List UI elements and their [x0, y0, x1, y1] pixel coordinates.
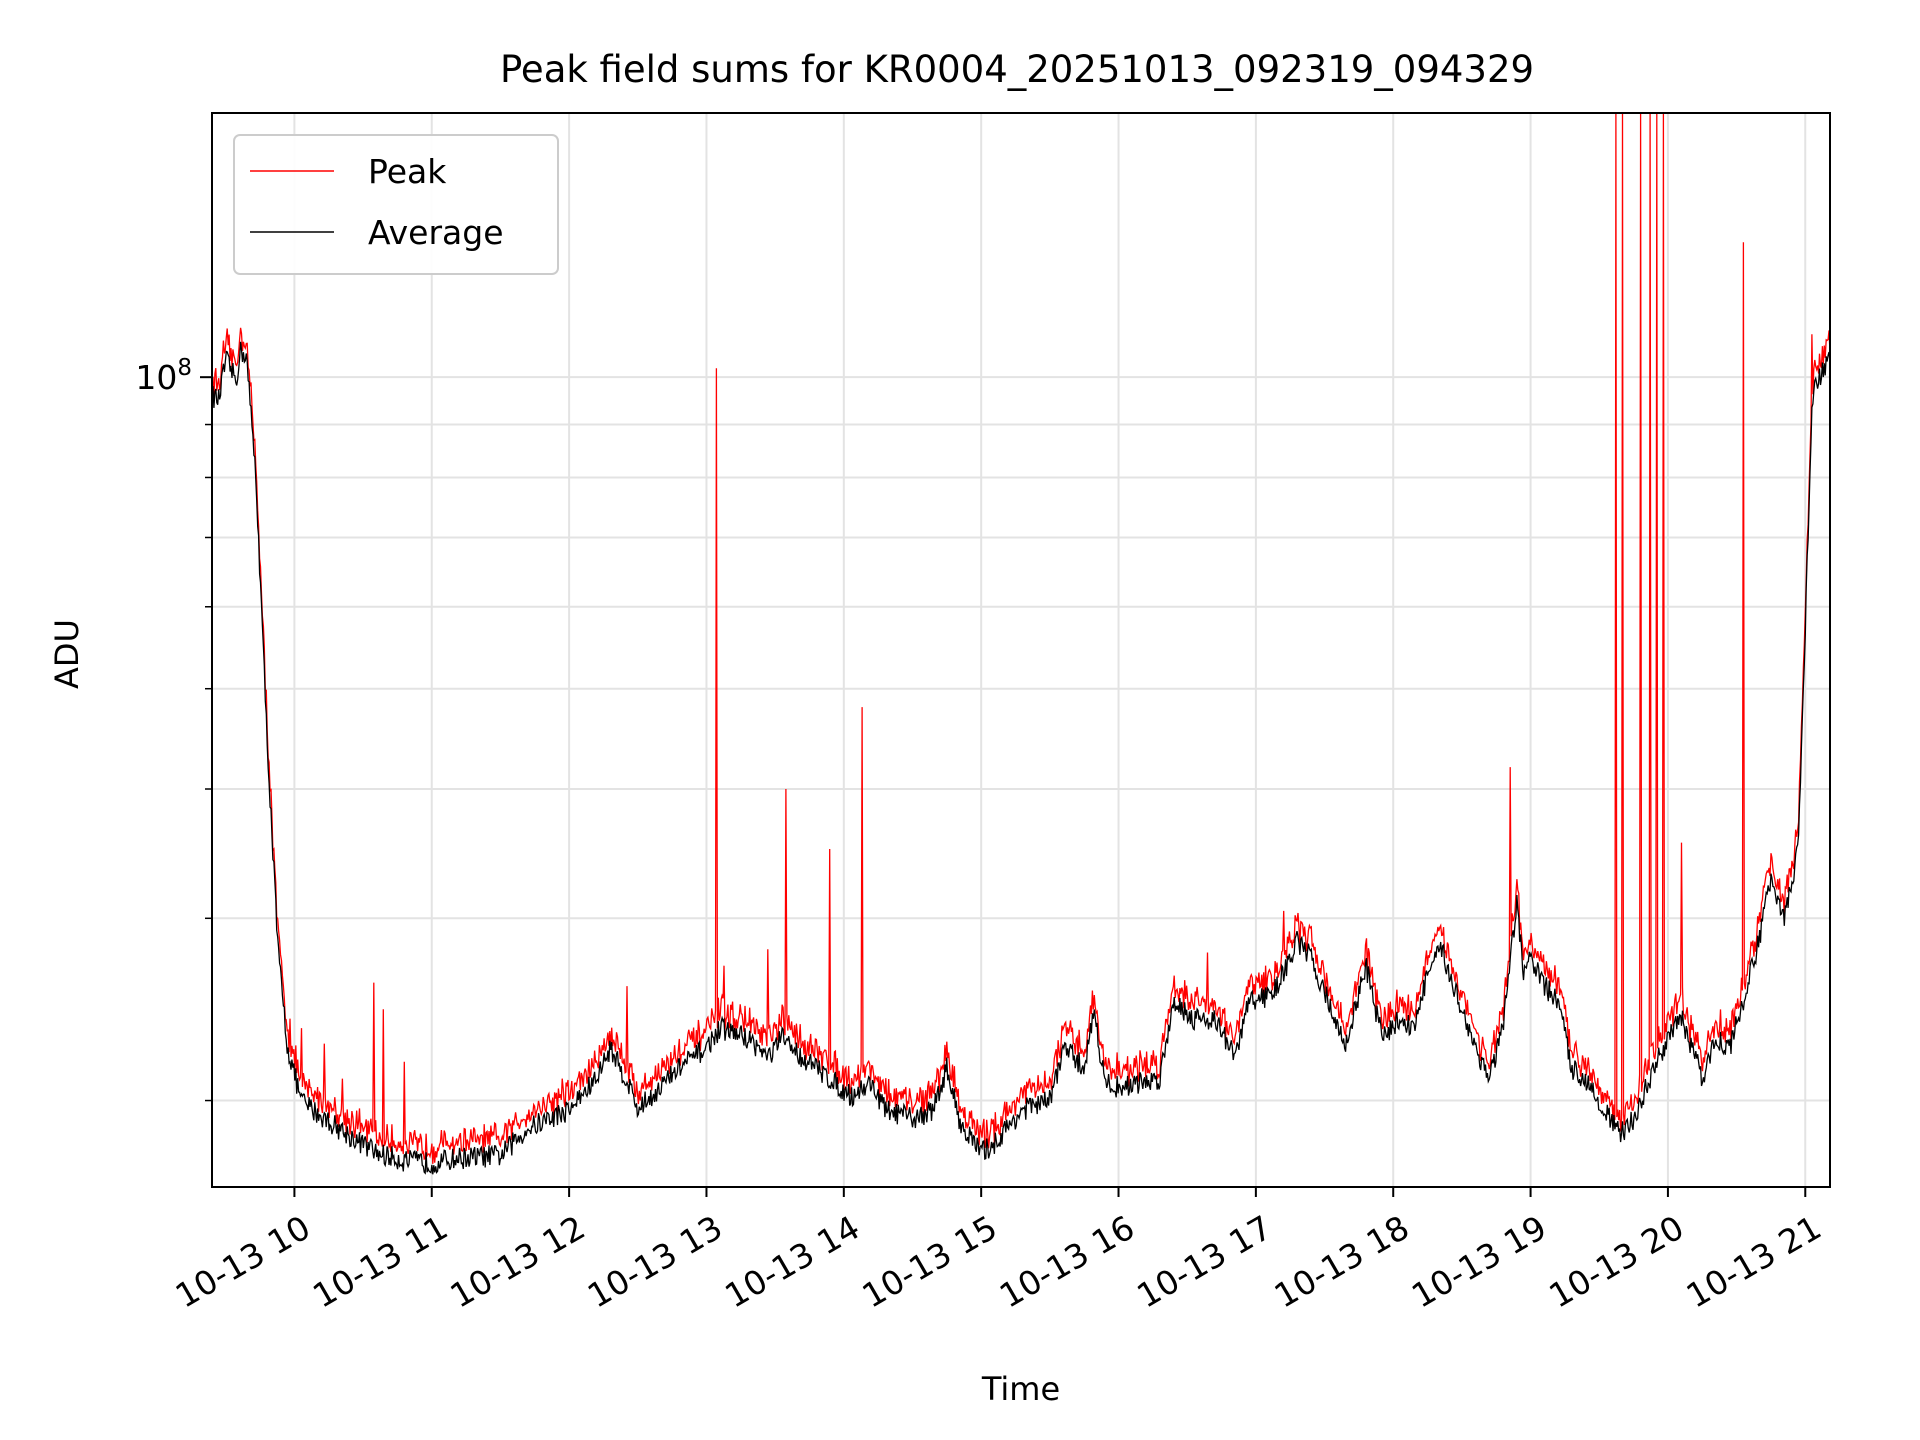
legend: Peak Average: [233, 134, 559, 275]
axes-frame: [211, 112, 1831, 1188]
x-axis-label: Time: [981, 1370, 1060, 1408]
y-axis-label: ADU: [48, 619, 86, 689]
y-tick-label-exponent: 8: [177, 355, 192, 381]
chart-title: Peak field sums for KR0004_20251013_0923…: [500, 48, 1534, 91]
series-line-peak: [211, 112, 1831, 1164]
y-tick-label: 108: [135, 355, 192, 397]
series-line-average: [211, 341, 1831, 1175]
plot-area: [211, 112, 1831, 1175]
legend-label-average: Average: [368, 213, 504, 252]
y-axis: 108: [135, 355, 212, 1102]
legend-label-peak: Peak: [368, 152, 447, 191]
legend-box: [233, 134, 559, 275]
gridlines: [212, 113, 1830, 1187]
y-tick-label-base: 10: [135, 358, 177, 397]
